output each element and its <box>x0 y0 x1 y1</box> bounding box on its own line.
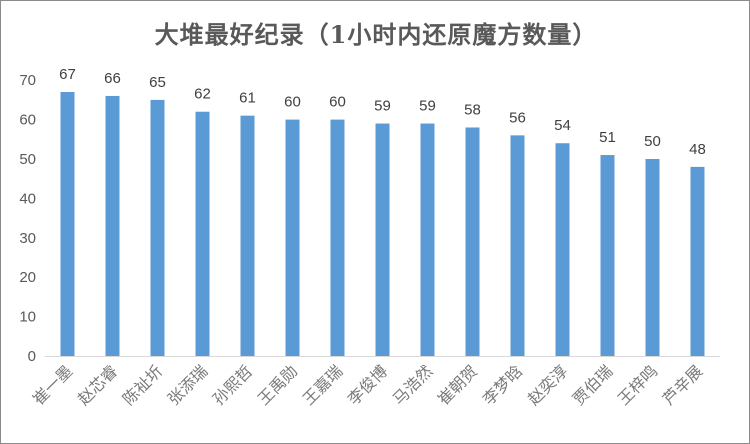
data-label: 48 <box>689 141 706 158</box>
data-label: 67 <box>59 66 76 83</box>
data-label: 62 <box>194 86 211 103</box>
y-tick-label: 40 <box>19 190 36 207</box>
x-tick-label: 孙熙哲 <box>209 361 256 408</box>
x-tick-label: 陈祉圻 <box>119 361 166 408</box>
bar <box>285 119 300 356</box>
x-tick-label: 王嘉瑞 <box>299 361 346 408</box>
bar <box>510 135 525 356</box>
bar <box>555 143 570 356</box>
x-tick-label: 李俊博 <box>344 361 391 408</box>
y-tick-label: 70 <box>19 72 36 89</box>
x-tick-label: 崔一墨 <box>29 361 76 408</box>
x-tick-label: 赵芯睿 <box>74 361 121 408</box>
bar <box>195 111 210 356</box>
data-label: 60 <box>329 94 346 111</box>
data-label: 54 <box>554 117 571 134</box>
bar <box>105 95 120 357</box>
data-label: 60 <box>284 94 301 111</box>
chart-title: 大堆最好纪录（1小时内还原魔方数量） <box>154 20 598 49</box>
y-tick-label: 30 <box>19 230 36 247</box>
y-tick-label: 0 <box>28 348 36 365</box>
bar <box>690 166 705 356</box>
bar <box>375 123 390 356</box>
data-label: 51 <box>599 129 616 146</box>
data-label: 56 <box>509 109 526 126</box>
x-tick-label: 王梓鸣 <box>614 361 661 408</box>
data-label: 58 <box>464 101 481 118</box>
bar <box>465 127 480 356</box>
bar <box>150 99 165 357</box>
bar <box>240 115 255 356</box>
y-tick-label: 50 <box>19 151 36 168</box>
bar <box>645 159 660 356</box>
x-tick-label: 张添瑞 <box>164 361 211 408</box>
data-label: 59 <box>419 98 436 115</box>
y-tick-label: 60 <box>19 112 36 129</box>
x-tick-label: 李梦晗 <box>479 361 526 408</box>
y-tick-label: 20 <box>19 269 36 286</box>
data-label: 66 <box>104 70 121 87</box>
x-tick-label: 贾伯瑞 <box>569 361 616 408</box>
x-tick-label: 王禹勋 <box>254 361 301 408</box>
bar <box>420 123 435 356</box>
data-label: 50 <box>644 133 661 150</box>
y-tick-label: 10 <box>19 309 36 326</box>
bar <box>330 119 345 356</box>
x-tick-label: 赵奕淳 <box>524 361 571 408</box>
x-tick-label: 崔朝贺 <box>434 361 481 408</box>
data-label: 65 <box>149 74 166 91</box>
x-tick-label: 芦辛展 <box>659 361 706 408</box>
bar <box>60 92 75 357</box>
data-label: 61 <box>239 90 256 107</box>
x-tick-label: 马浩然 <box>389 361 436 408</box>
bar <box>600 155 615 356</box>
data-label: 59 <box>374 98 391 115</box>
